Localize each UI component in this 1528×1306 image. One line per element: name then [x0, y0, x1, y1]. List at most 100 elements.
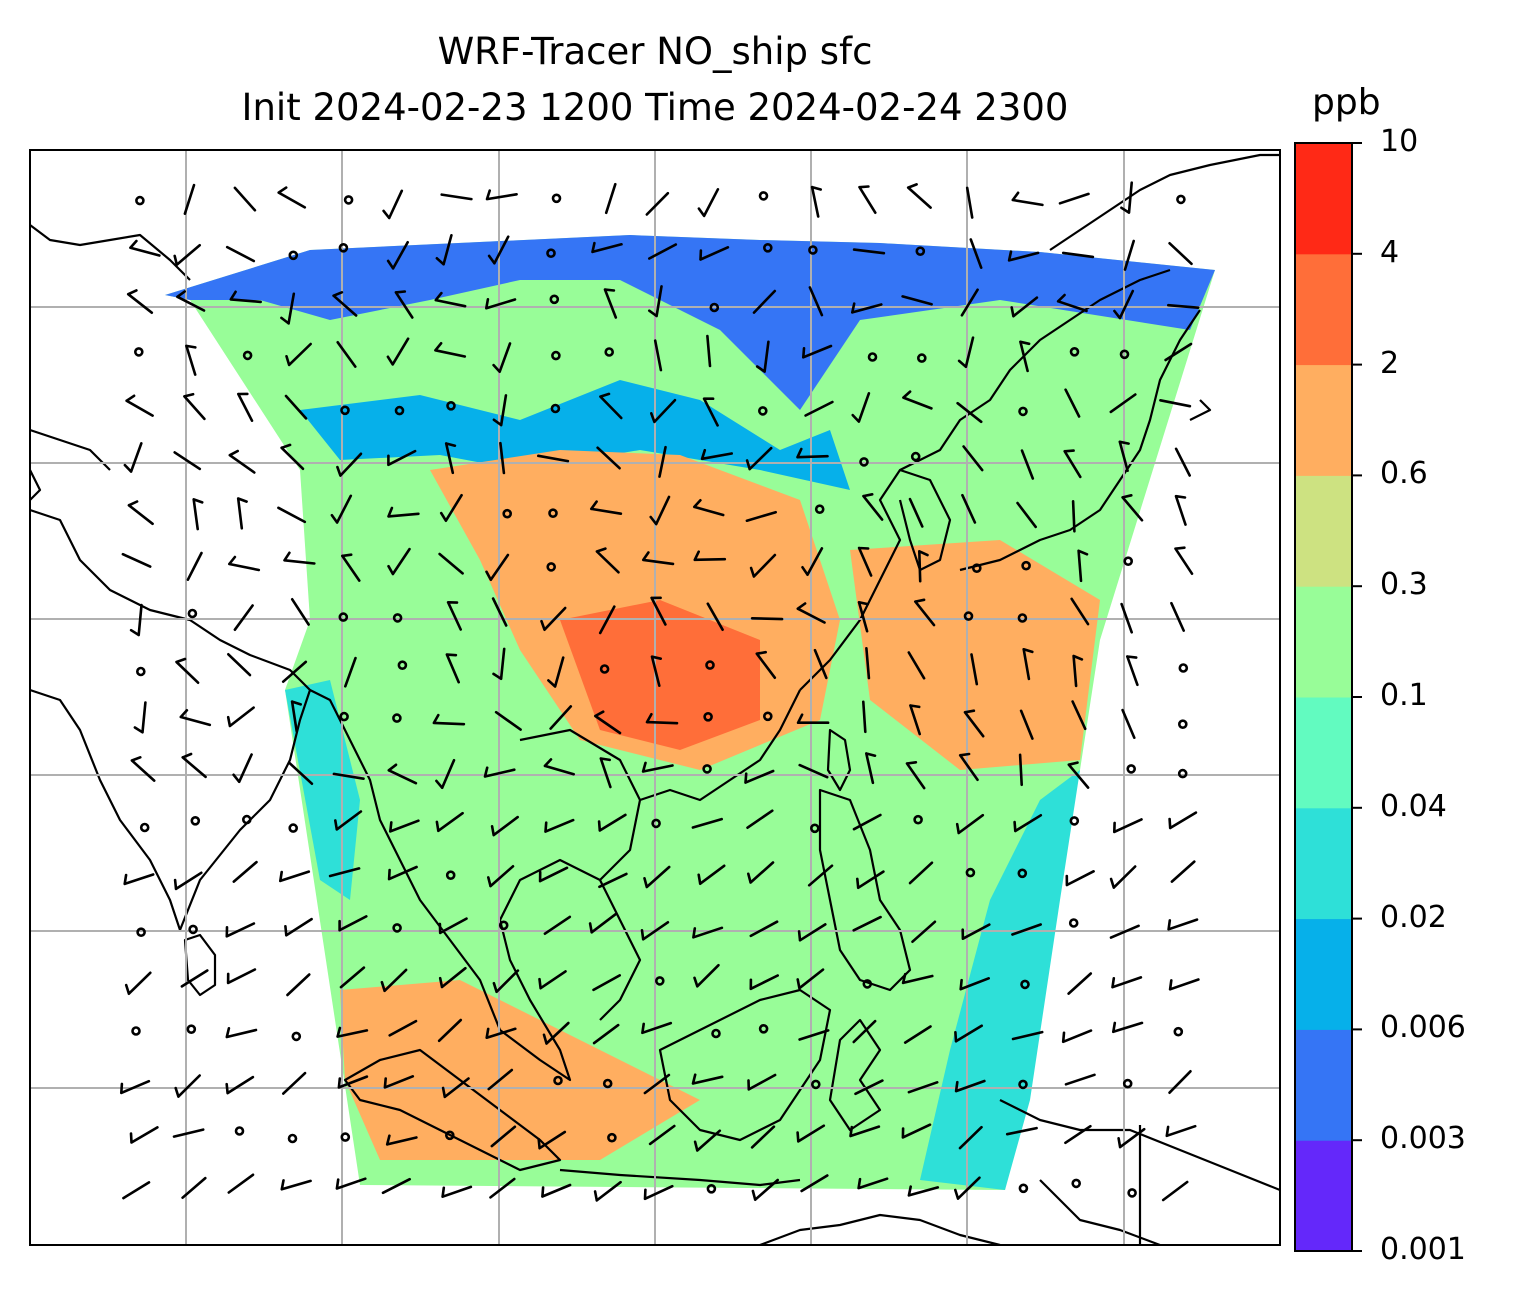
wind-barb-151	[341, 553, 361, 582]
wind-barb-241	[641, 761, 674, 773]
calm-wind-marker-185	[1017, 613, 1028, 623]
colorbar-segment-0	[1295, 1140, 1352, 1252]
calm-wind-marker-81	[1069, 346, 1080, 357]
wind-barb-197	[547, 656, 565, 688]
calm-wind-marker-72	[604, 347, 615, 357]
wind-barb-249	[1067, 761, 1090, 789]
wind-barb-123	[1063, 449, 1082, 479]
wind-barb-94	[650, 398, 677, 424]
wind-barb-2	[233, 186, 257, 212]
wind-barb-403	[335, 1177, 367, 1190]
wind-barb-38	[1007, 250, 1040, 262]
wind-barb-206	[1022, 648, 1034, 681]
coastline-srilanka	[183, 933, 217, 997]
wind-barb-321	[438, 966, 467, 989]
wind-barb-106	[173, 451, 202, 471]
wind-barb-109	[336, 452, 363, 477]
calm-wind-marker-337	[186, 1024, 197, 1034]
wind-barb-18	[1058, 192, 1090, 205]
wind-barb-333	[1067, 972, 1093, 995]
wind-barb-415	[954, 1176, 981, 1200]
coastline-korea	[898, 468, 952, 572]
wind-barb-5	[382, 189, 404, 220]
coastline-bay-bengal-east	[309, 689, 642, 1082]
wind-barb-205	[970, 653, 979, 686]
wind-barb-393	[901, 1123, 932, 1139]
colorbar-segment-6	[1295, 475, 1352, 587]
calm-wind-marker-134	[548, 508, 558, 519]
calm-wind-marker-53	[709, 302, 720, 313]
coastline-australia-north	[759, 1213, 1001, 1245]
wind-barb-52	[648, 285, 663, 318]
wind-barb-231	[130, 756, 156, 782]
calm-wind-marker-347	[711, 1028, 721, 1039]
calm-wind-marker-24	[288, 250, 299, 261]
calm-wind-marker-82	[1119, 349, 1130, 360]
wind-barb-70	[492, 342, 512, 373]
wind-barb-207	[1072, 654, 1084, 688]
wind-barb-111	[444, 442, 457, 475]
wind-barb-219	[594, 710, 622, 735]
calm-wind-marker-329	[862, 979, 873, 989]
tracer-field	[165, 235, 1215, 1190]
wind-barb-28	[487, 235, 510, 265]
wind-barb-274	[173, 871, 203, 891]
calm-wind-marker-279	[445, 870, 456, 881]
wind-barb-113	[537, 454, 570, 463]
wind-barb-137	[693, 499, 725, 517]
wind-barb-373	[954, 1079, 986, 1093]
colorbar-tick-label-10: 10	[1380, 124, 1419, 159]
wind-barb-407	[541, 1183, 572, 1198]
wind-barb-83	[1164, 342, 1193, 362]
wind-barb-148	[186, 551, 203, 581]
calm-wind-marker-214	[339, 711, 349, 722]
calm-wind-marker-254	[242, 814, 252, 825]
calm-wind-marker-242	[702, 764, 712, 774]
wind-barb-389	[693, 1129, 722, 1152]
wind-barb-157	[642, 551, 675, 566]
wind-barb-277	[328, 867, 361, 878]
wind-barb-196	[492, 647, 506, 681]
wind-barb-232	[181, 752, 207, 779]
wind-barb-69	[434, 342, 467, 358]
wind-barb-158	[693, 550, 727, 562]
wind-barb-405	[441, 1185, 473, 1198]
wind-barb-75	[755, 340, 770, 373]
wind-barb-236	[387, 763, 418, 785]
wind-barb-340	[336, 1026, 369, 1038]
calm-wind-marker-267	[913, 814, 923, 825]
wind-barb-406	[489, 1177, 516, 1199]
wind-barb-378	[129, 1126, 159, 1144]
calm-wind-marker-299	[392, 923, 402, 933]
wind-barb-263	[691, 817, 723, 829]
wind-barb-372	[907, 1081, 939, 1094]
wind-barb-308	[852, 915, 882, 932]
wind-barb-398	[1165, 1124, 1197, 1138]
wind-barb-174	[446, 601, 462, 631]
wind-barb-319	[339, 966, 366, 989]
calm-wind-marker-139	[814, 504, 825, 515]
wind-barb-309	[911, 920, 937, 943]
calm-wind-marker-418	[1127, 1188, 1137, 1198]
wind-barb-240	[599, 757, 612, 789]
wind-barb-201	[755, 650, 777, 679]
wind-barb-314	[1167, 918, 1199, 931]
wind-barb-246	[905, 761, 926, 790]
wind-barb-361	[337, 1075, 369, 1089]
wind-barb-76	[802, 344, 833, 359]
wind-barb-259	[490, 815, 519, 837]
wind-barb-293	[1170, 860, 1196, 883]
wind-barb-297	[284, 917, 313, 937]
wind-barb-54	[752, 289, 777, 314]
calm-wind-marker-101	[1018, 406, 1028, 417]
wind-barb-220	[645, 712, 679, 725]
wind-barb-335	[1168, 978, 1200, 991]
wind-barb-31	[648, 243, 678, 260]
calm-wind-marker-255	[288, 823, 299, 833]
wind-barb-311	[1011, 923, 1042, 936]
wind-barb-362	[383, 1075, 415, 1089]
wind-barb-112	[499, 441, 506, 475]
calm-wind-marker-25	[338, 243, 349, 253]
wind-barb-399	[122, 1181, 151, 1200]
wind-barb-156	[595, 547, 620, 574]
